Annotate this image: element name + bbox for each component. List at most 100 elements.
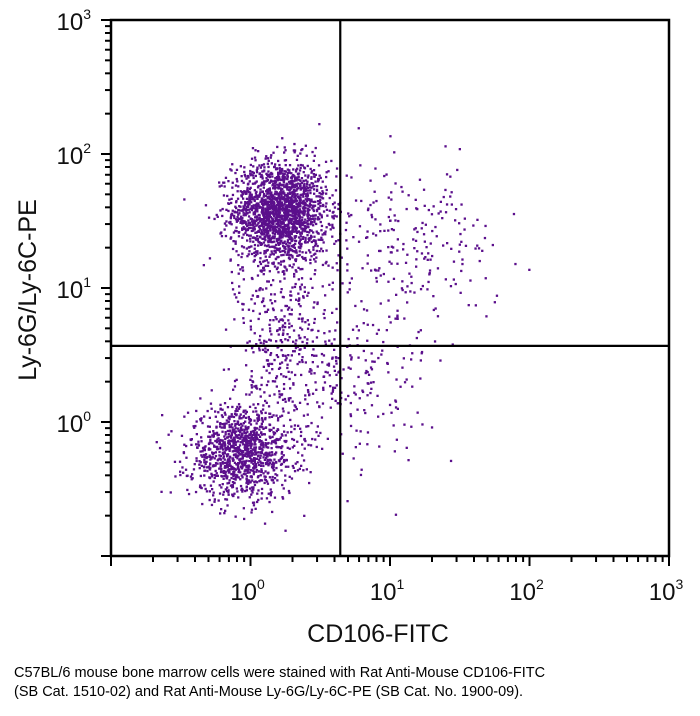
event-dot <box>287 354 290 357</box>
event-dot <box>280 288 283 291</box>
event-dot <box>259 464 263 467</box>
event-dot <box>382 412 385 416</box>
event-dot <box>193 463 196 466</box>
event-dot <box>276 210 279 213</box>
event-dot <box>305 468 308 471</box>
event-dot <box>233 210 236 213</box>
event-dot <box>246 224 249 227</box>
event-dot <box>266 482 270 485</box>
event-dot <box>271 197 275 200</box>
event-dot <box>308 208 311 211</box>
event-dot <box>256 223 259 226</box>
event-dot <box>228 430 231 433</box>
event-dot <box>292 200 295 204</box>
event-dot <box>267 174 270 178</box>
event-dot <box>268 195 271 199</box>
event-dot <box>243 220 246 223</box>
event-dot <box>273 196 276 199</box>
event-dot <box>258 347 261 350</box>
event-dot <box>257 451 260 454</box>
event-dot <box>268 338 271 341</box>
event-dot <box>310 229 313 232</box>
event-dot <box>246 453 250 457</box>
event-dot <box>290 214 293 217</box>
event-dot <box>219 454 222 458</box>
event-dot <box>250 157 254 160</box>
event-dot <box>295 168 298 172</box>
event-dot <box>252 240 255 243</box>
event-dot <box>215 441 219 444</box>
event-dot <box>298 225 302 229</box>
event-dot <box>314 438 317 441</box>
event-dot <box>512 212 516 216</box>
event-dot <box>208 498 211 502</box>
event-dot <box>293 180 296 183</box>
event-dot <box>233 453 236 456</box>
event-dot <box>243 190 246 193</box>
event-dot <box>282 226 285 229</box>
event-dot <box>449 195 452 198</box>
event-dot <box>348 288 351 291</box>
event-dot <box>241 453 244 457</box>
event-dot <box>263 458 266 461</box>
event-dot <box>301 216 304 219</box>
event-dot <box>222 368 226 371</box>
event-dot <box>307 226 310 229</box>
event-dot <box>276 238 280 241</box>
event-dot <box>245 177 248 180</box>
event-dot <box>321 250 324 253</box>
event-dot <box>291 464 294 468</box>
event-dot <box>253 247 256 250</box>
event-dot <box>244 425 247 428</box>
event-dot <box>208 416 211 419</box>
event-dot <box>284 186 287 189</box>
event-dot <box>254 429 257 432</box>
event-dot <box>224 234 228 238</box>
event-dot <box>295 213 298 216</box>
event-dot <box>276 355 280 359</box>
event-dot <box>207 447 211 450</box>
event-dot <box>335 384 338 387</box>
event-dot <box>366 371 369 374</box>
event-dot <box>273 293 276 296</box>
event-dot <box>319 176 322 180</box>
event-dot <box>239 460 242 463</box>
event-dot <box>219 512 222 515</box>
event-dot <box>444 211 448 214</box>
event-dot <box>252 224 255 227</box>
event-dot <box>301 454 304 457</box>
event-dot <box>280 373 283 376</box>
event-dot <box>232 446 235 449</box>
event-dot <box>278 211 282 214</box>
event-dot <box>255 481 259 484</box>
event-dot <box>192 425 195 428</box>
event-dot <box>256 274 260 277</box>
event-dot <box>264 426 267 429</box>
event-dot <box>320 352 324 356</box>
event-dot <box>295 202 298 206</box>
event-dot <box>286 206 289 209</box>
event-dot <box>284 529 287 532</box>
event-dot <box>277 185 280 188</box>
event-dot <box>231 193 235 197</box>
event-dot <box>268 412 271 415</box>
event-dot <box>301 223 304 227</box>
event-dot <box>287 186 290 189</box>
event-dot <box>347 394 350 398</box>
event-dot <box>237 470 240 474</box>
event-dot <box>277 194 280 197</box>
event-dot <box>254 427 257 430</box>
event-dot <box>294 405 297 408</box>
event-dot <box>372 232 375 235</box>
event-dot <box>262 180 266 183</box>
event-dot <box>282 460 286 464</box>
event-dot <box>250 245 253 248</box>
event-dot <box>277 255 280 259</box>
event-dot <box>321 193 324 196</box>
event-dot <box>226 194 229 198</box>
event-dot <box>193 426 196 429</box>
event-dot <box>306 214 309 217</box>
event-dot <box>198 463 201 466</box>
event-dot <box>283 151 286 154</box>
event-dot <box>299 152 302 155</box>
